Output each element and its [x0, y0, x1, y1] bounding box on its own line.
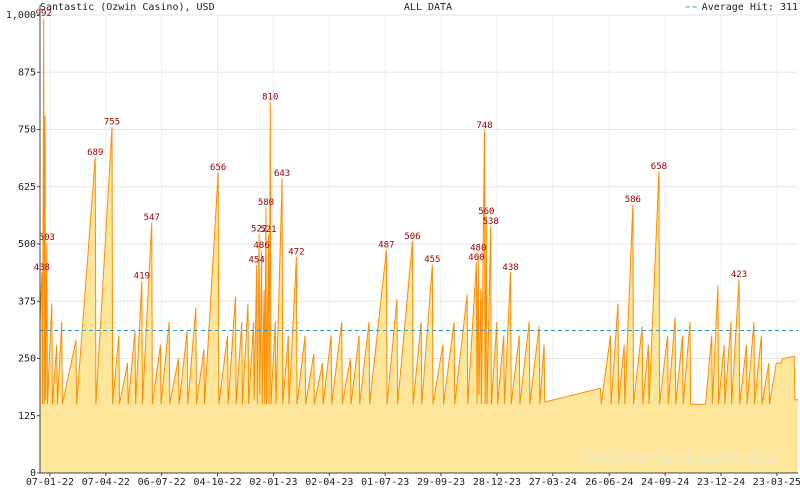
- data-label: 748: [476, 121, 492, 131]
- line: [39, 18, 798, 405]
- x-tick-label: 07-01-22: [26, 477, 74, 488]
- data-label: 438: [502, 263, 518, 273]
- y-tick-label: 0: [30, 468, 36, 479]
- data-label: 810: [262, 93, 278, 103]
- x-tick-label: 28-12-23: [473, 477, 521, 488]
- data-label: 480: [470, 244, 486, 254]
- data-label: 455: [424, 255, 440, 265]
- data-label: 460: [468, 253, 484, 263]
- x-tick-label: 26-06-24: [585, 477, 633, 488]
- data-label: 472: [288, 247, 304, 257]
- x-tick-label: 01-07-23: [361, 477, 409, 488]
- data-label: 689: [87, 148, 103, 158]
- x-tick-label: 23-03-25: [753, 477, 800, 488]
- y-tick-label: 125: [18, 411, 36, 422]
- x-tick-label: 27-03-24: [529, 477, 577, 488]
- data-label: 560: [478, 207, 494, 217]
- y-tick-label: 875: [18, 67, 36, 78]
- y-tick-label: 750: [18, 125, 36, 136]
- data-label: 656: [210, 163, 226, 173]
- watermark: Online-Jackpots.biz: [583, 447, 778, 468]
- data-label: 580: [258, 198, 274, 208]
- data-label: 643: [274, 169, 290, 179]
- x-tick-label: 29-09-23: [417, 477, 465, 488]
- data-label: 506: [404, 232, 420, 242]
- data-label: 423: [731, 270, 747, 280]
- data-label: 438: [34, 263, 50, 273]
- y-tick-label: 1,000: [6, 10, 36, 21]
- data-label: 586: [625, 195, 641, 205]
- y-tick-label: 625: [18, 182, 36, 193]
- data-label: 454: [249, 256, 265, 266]
- data-label: 522: [251, 224, 267, 234]
- data-label: 538: [483, 217, 499, 227]
- data-label: 487: [378, 240, 394, 250]
- data-label: 992: [36, 9, 52, 19]
- y-tick-label: 500: [18, 239, 36, 250]
- data-label: 503: [39, 233, 55, 243]
- data-label: 419: [134, 272, 150, 282]
- x-tick-label: 02-04-23: [305, 477, 353, 488]
- data-label: 486: [253, 241, 269, 251]
- x-tick-label: 04-10-22: [193, 477, 241, 488]
- x-tick-label: 07-04-22: [82, 477, 130, 488]
- data-label: 521: [260, 225, 276, 235]
- x-tick-label: 23-12-24: [697, 477, 745, 488]
- x-tick-label: 06-07-22: [138, 477, 186, 488]
- legend-label: Average Hit: 311: [702, 2, 798, 13]
- chart-title: Santastic (Ozwin Casino), USD: [40, 2, 215, 13]
- y-tick-label: 375: [18, 296, 36, 307]
- y-tick-label: 250: [18, 354, 36, 365]
- data-label: 658: [651, 162, 667, 172]
- chart-subtitle: ALL DATA: [404, 2, 452, 13]
- x-tick-label: 24-09-24: [641, 477, 689, 488]
- data-label: 547: [144, 213, 160, 223]
- area: [40, 18, 798, 473]
- data-label: 755: [104, 118, 120, 128]
- x-tick-label: 02-01-23: [249, 477, 297, 488]
